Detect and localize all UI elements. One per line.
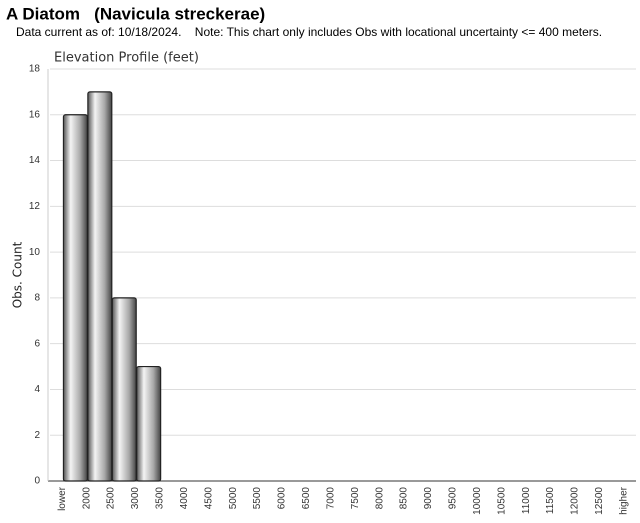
x-tick-label: 12000 [570, 487, 581, 515]
x-tick-label: 5500 [252, 487, 263, 510]
x-tick-label: 2000 [81, 487, 92, 510]
page-title: A Diatom (Navicula streckerae) [6, 4, 265, 23]
y-tick-label: 14 [29, 155, 41, 166]
y-tick-label: 8 [34, 293, 40, 304]
y-tick-label: 10 [29, 247, 41, 258]
x-tick-label: 6000 [277, 487, 288, 510]
x-tick-label: higher [618, 486, 629, 514]
x-tick-label: 9000 [423, 487, 434, 510]
x-tick-label: lower [57, 486, 68, 511]
y-tick-label: 4 [34, 384, 40, 395]
x-tick-label: 4500 [203, 487, 214, 510]
x-tick-label: 3500 [155, 487, 166, 510]
bar [111, 297, 137, 482]
x-tick-label: 3000 [130, 487, 141, 510]
x-tick-label: 4000 [179, 487, 190, 510]
x-tick-label: 11500 [545, 487, 556, 515]
bar [62, 114, 88, 482]
y-tick-label: 2 [34, 430, 40, 441]
y-tick-label: 6 [34, 338, 40, 349]
x-tick-label: 12500 [594, 487, 605, 515]
x-tick-label: 5000 [228, 487, 239, 510]
x-tick-label: 10500 [496, 487, 507, 515]
y-axis-label: Obs. Count [11, 241, 25, 308]
bar [87, 91, 113, 482]
x-tick-label: 2500 [106, 487, 117, 510]
y-tick-label: 0 [34, 476, 40, 487]
bar [136, 365, 162, 482]
x-tick-label: 8000 [374, 487, 385, 510]
chart-title: Elevation Profile (feet) [54, 51, 199, 66]
x-tick-label: 9500 [448, 487, 459, 510]
x-tick-label: 10000 [472, 487, 483, 515]
x-tick-label: 6500 [301, 487, 312, 510]
x-tick-label: 7500 [350, 487, 361, 510]
x-tick-label: 8500 [399, 487, 410, 510]
y-tick-label: 18 [29, 64, 41, 75]
y-tick-label: 12 [29, 201, 41, 212]
x-tick-label: 11000 [521, 487, 532, 515]
subtitle: Data current as of: 10/18/2024. Note: Th… [16, 25, 602, 39]
y-tick-label: 16 [29, 109, 41, 120]
x-tick-label: 7000 [325, 487, 336, 510]
